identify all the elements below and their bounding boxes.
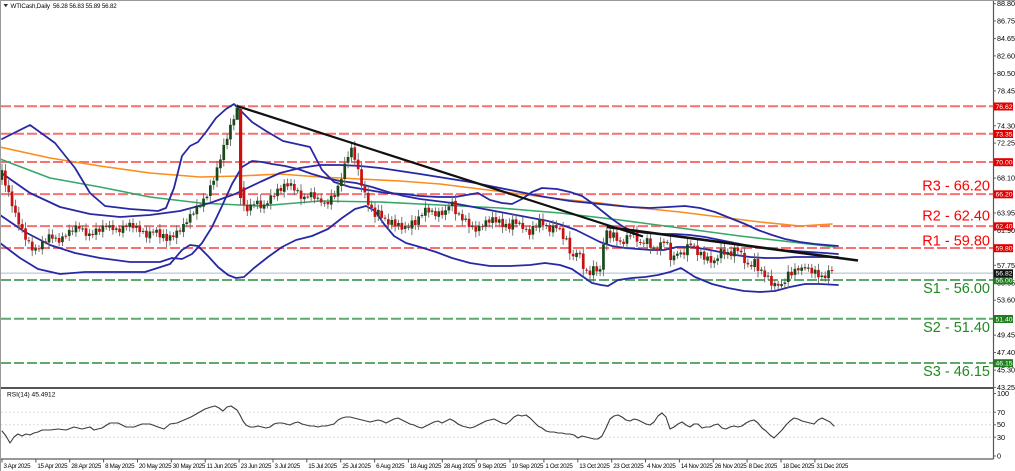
svg-text:11 Jun 2025: 11 Jun 2025: [207, 463, 238, 470]
svg-text:4 Nov 2025: 4 Nov 2025: [647, 463, 676, 470]
svg-text:R3 - 66.20: R3 - 66.20: [922, 179, 990, 195]
svg-text:15 Apr 2025: 15 Apr 2025: [37, 463, 68, 470]
svg-text:18 Aug 2025: 18 Aug 2025: [410, 463, 442, 470]
svg-text:30 May 2025: 30 May 2025: [173, 463, 206, 470]
svg-text:62.40: 62.40: [996, 224, 1013, 231]
svg-text:6 Aug 2025: 6 Aug 2025: [376, 463, 405, 470]
svg-text:51.40: 51.40: [996, 316, 1013, 323]
svg-text:84.65: 84.65: [997, 34, 1015, 43]
svg-text:63.95: 63.95: [997, 209, 1015, 218]
svg-text:9 Sep 2025: 9 Sep 2025: [478, 463, 507, 470]
svg-text:45.30: 45.30: [997, 366, 1015, 375]
svg-text:RSI(14) 45.4912: RSI(14) 45.4912: [7, 392, 56, 399]
svg-text:31 Dec 2025: 31 Dec 2025: [816, 463, 848, 470]
svg-text:13 Oct 2025: 13 Oct 2025: [579, 463, 610, 470]
svg-text:88.80: 88.80: [997, 0, 1015, 8]
svg-text:72.25: 72.25: [997, 139, 1015, 148]
svg-text:57.75: 57.75: [997, 261, 1015, 270]
svg-text:47.40: 47.40: [997, 348, 1015, 357]
svg-text:86.75: 86.75: [997, 16, 1015, 25]
svg-text:50: 50: [997, 420, 1005, 429]
svg-text:S1 - 56.00: S1 - 56.00: [923, 281, 990, 297]
svg-text:3 Jul 2025: 3 Jul 2025: [275, 463, 301, 470]
svg-text:1 Oct 2025: 1 Oct 2025: [545, 463, 573, 470]
svg-text:28 Apr 2025: 28 Apr 2025: [71, 463, 102, 470]
svg-text:0: 0: [997, 452, 1001, 461]
svg-text:43.25: 43.25: [997, 383, 1015, 392]
svg-text:56.82: 56.82: [996, 271, 1013, 278]
svg-text:20 May 2025: 20 May 2025: [139, 463, 172, 470]
svg-text:S2 - 51.40: S2 - 51.40: [923, 320, 990, 336]
svg-text:8 Dec 2025: 8 Dec 2025: [749, 463, 778, 470]
svg-text:70.00: 70.00: [996, 160, 1013, 167]
svg-text:14 Nov 2025: 14 Nov 2025: [681, 463, 713, 470]
svg-text:8 May 2025: 8 May 2025: [105, 463, 135, 470]
svg-text:23 Jun 2025: 23 Jun 2025: [241, 463, 272, 470]
svg-text:S3 - 46.15: S3 - 46.15: [923, 364, 990, 380]
svg-text:30: 30: [997, 433, 1005, 442]
svg-text:56.00: 56.00: [996, 278, 1013, 285]
svg-text:78.45: 78.45: [997, 86, 1015, 95]
svg-text:70: 70: [997, 408, 1005, 417]
svg-text:68.10: 68.10: [997, 174, 1015, 183]
svg-text:74.30: 74.30: [997, 121, 1015, 130]
svg-text:66.20: 66.20: [996, 192, 1013, 199]
svg-text:R1 - 59.80: R1 - 59.80: [922, 234, 990, 250]
svg-text:49.45: 49.45: [997, 331, 1015, 340]
svg-text:53.60: 53.60: [997, 296, 1015, 305]
svg-text:46.15: 46.15: [996, 361, 1013, 368]
svg-text:R2 - 62.40: R2 - 62.40: [922, 209, 990, 225]
svg-text:80.50: 80.50: [997, 69, 1015, 78]
svg-text:18 Dec 2025: 18 Dec 2025: [783, 463, 815, 470]
svg-text:59.80: 59.80: [996, 246, 1013, 253]
svg-text:82.60: 82.60: [997, 51, 1015, 60]
svg-text:3 Apr 2025: 3 Apr 2025: [4, 463, 32, 470]
svg-text:25 Jul 2025: 25 Jul 2025: [342, 463, 371, 470]
svg-text:28 Aug 2025: 28 Aug 2025: [444, 463, 476, 470]
svg-text:26 Nov 2025: 26 Nov 2025: [715, 463, 747, 470]
svg-text:23 Oct 2025: 23 Oct 2025: [613, 463, 644, 470]
svg-text:73.35: 73.35: [996, 131, 1013, 138]
svg-text:76.62: 76.62: [996, 104, 1013, 111]
svg-text:19 Sep 2025: 19 Sep 2025: [512, 463, 544, 470]
svg-text:WTICash,Daily 56.28 56.83 55.: WTICash,Daily 56.28 56.83 55.89 56.82: [11, 3, 118, 10]
svg-text:15 Jul 2025: 15 Jul 2025: [308, 463, 337, 470]
svg-text:100: 100: [997, 389, 1009, 398]
